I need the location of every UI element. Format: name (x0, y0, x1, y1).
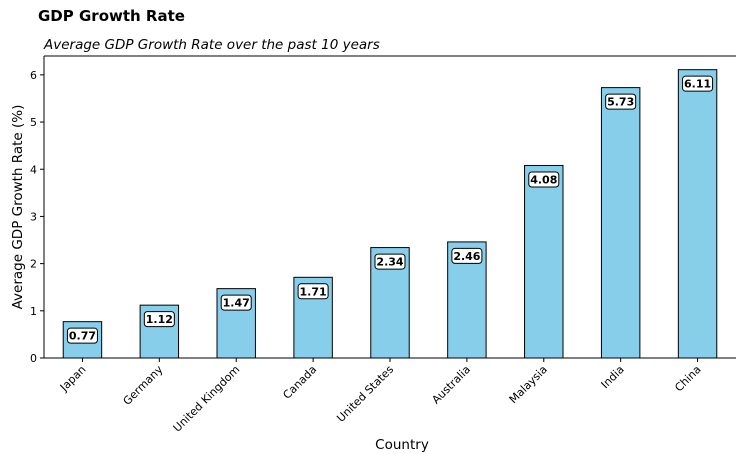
x-tick-label: Germany (121, 363, 166, 408)
chart-subtitle: Average GDP Growth Rate over the past 10… (43, 37, 380, 53)
data-label: 0.77 (69, 330, 96, 343)
x-tick-label: United Kingdom (171, 363, 243, 435)
data-label: 1.47 (223, 297, 250, 310)
data-label-box (297, 283, 329, 300)
data-label: 1.12 (146, 313, 173, 326)
chart-title: GDP Growth Rate (38, 7, 185, 25)
data-label: 6.11 (684, 78, 711, 91)
data-label: 4.08 (530, 173, 557, 186)
x-tick-label: Australia (429, 363, 473, 407)
y-tick-label: 1 (30, 305, 37, 318)
y-tick-label: 3 (30, 210, 37, 223)
data-label: 5.73 (607, 96, 634, 109)
bar (677, 69, 718, 359)
plot-area: 0 1 2 3 4 5 6 Japan 0.77 Germany 1.12 United Kingdo… (30, 55, 736, 435)
data-label-box (605, 93, 637, 110)
y-axis-label: Average GDP Growth Rate (%) (10, 105, 26, 310)
bar (524, 164, 564, 359)
x-tick-label: Canada (280, 363, 319, 402)
x-axis-label: Country (375, 437, 429, 453)
data-label-box (220, 294, 252, 311)
y-tick-label: 2 (30, 258, 37, 271)
data-label-box (143, 311, 175, 328)
data-label-box (451, 247, 483, 264)
bar (600, 87, 641, 359)
data-label-box (528, 171, 560, 188)
data-label: 2.46 (453, 250, 480, 263)
y-tick-label: 4 (30, 163, 37, 176)
y-tick-label: 5 (30, 116, 37, 129)
x-tick-label: Japan (57, 363, 89, 395)
x-tick-label: Malaysia (507, 363, 550, 406)
y-tick-label: 6 (30, 69, 37, 82)
x-tick-label: China (672, 363, 703, 394)
data-label: 2.34 (376, 256, 403, 269)
x-tick-label: United States (334, 363, 396, 425)
x-tick-label: India (599, 363, 627, 391)
data-label: 1.71 (300, 285, 327, 298)
data-label-box (374, 253, 406, 270)
y-tick-label: 0 (30, 352, 37, 365)
data-label-box (682, 75, 714, 92)
data-label-box (66, 327, 98, 344)
